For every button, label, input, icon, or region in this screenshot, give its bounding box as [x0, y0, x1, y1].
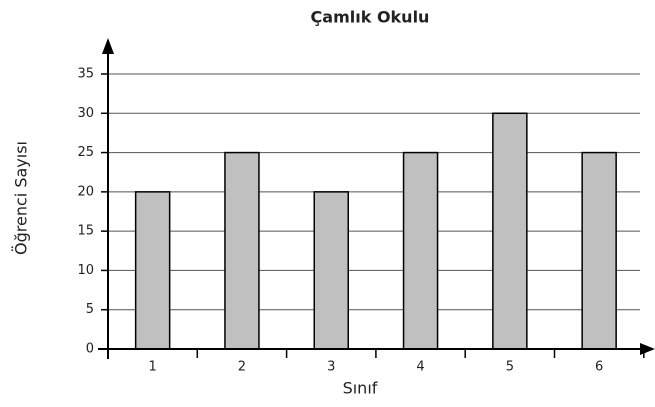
y-tick-label: 0 [86, 342, 94, 357]
x-axis-arrow [640, 343, 655, 355]
x-tick-label: 2 [238, 360, 246, 375]
y-axis-label: Öğrenci Sayısı [12, 141, 31, 255]
y-tick-label: 10 [77, 263, 94, 278]
x-tick-label: 5 [506, 360, 514, 375]
x-tick-label: 6 [595, 360, 603, 375]
y-tick-label: 35 [77, 67, 94, 82]
y-axis-arrow [102, 38, 114, 54]
y-tick-label: 30 [77, 106, 94, 121]
x-tick-label: 4 [416, 360, 424, 375]
y-tick-label: 20 [77, 184, 94, 199]
bar [402, 151, 439, 350]
chart-title: Çamlık Okulu [311, 8, 430, 27]
x-tick-label: 3 [327, 360, 335, 375]
bar [581, 151, 617, 350]
y-tick-label: 15 [77, 224, 94, 239]
bar [224, 151, 260, 350]
bar [134, 191, 171, 350]
x-axis-label: Sınıf [343, 379, 378, 398]
bar [313, 191, 349, 350]
y-tick-label: 5 [86, 302, 94, 317]
y-tick-label: 25 [77, 145, 94, 160]
x-tick-label: 1 [149, 360, 157, 375]
bar [492, 112, 528, 350]
